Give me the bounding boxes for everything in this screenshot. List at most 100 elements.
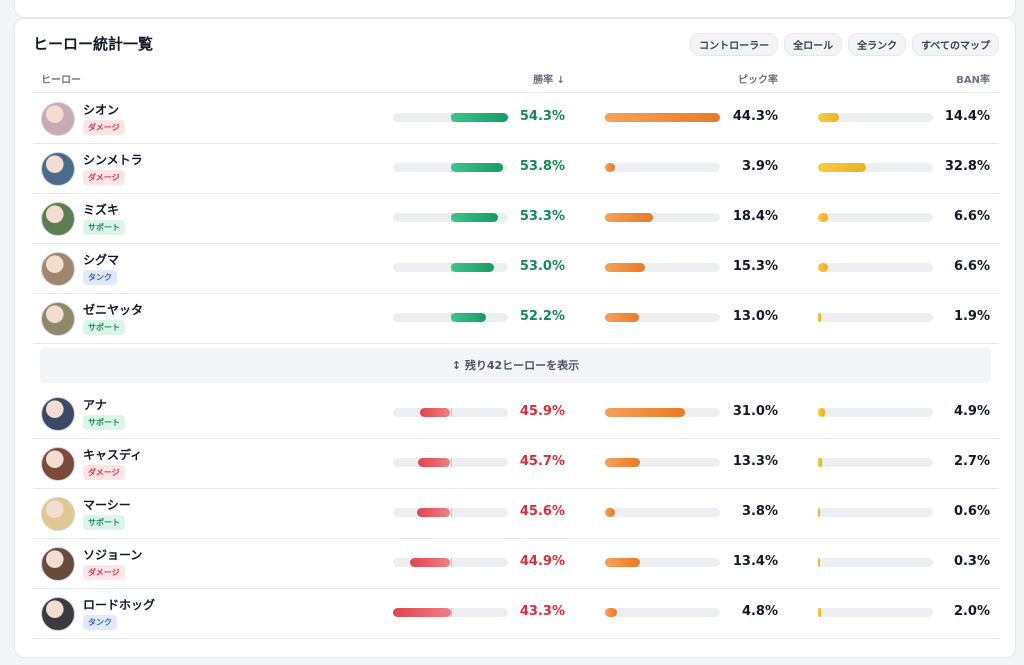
hero-avatar [41, 102, 75, 136]
ban-rate: 0.6% [953, 504, 990, 519]
hero-row[interactable]: ミズキ サポート 53.3% 18.4% 6.6% [33, 193, 999, 244]
win-track [393, 558, 508, 567]
filter-chip[interactable]: 全ランク [848, 33, 907, 56]
pick-bar [605, 113, 720, 122]
hero-row[interactable]: シンメトラ ダメージ 53.8% 3.9% 32.8% [33, 143, 999, 194]
role-tag: サポート [83, 320, 125, 335]
role-tag: タンク [83, 270, 117, 285]
hero-row[interactable]: マーシー サポート 45.6% 3.8% 0.6% [33, 488, 999, 539]
ban-track [818, 213, 933, 222]
pick-bar [605, 408, 686, 417]
pick-bar [605, 458, 640, 467]
center-line [450, 558, 452, 567]
hero-avatar [41, 152, 75, 186]
win-rate: 53.0% [519, 259, 565, 274]
hero-name: ロードホッグ [83, 598, 156, 612]
filter-chip[interactable]: コントローラー [690, 33, 779, 56]
win-rate: 44.9% [519, 554, 565, 569]
win-rate: 52.2% [519, 309, 565, 324]
hero-avatar [41, 252, 75, 286]
previous-card [14, 0, 1016, 18]
ban-bar [818, 608, 821, 617]
role-tag: ダメージ [83, 170, 125, 185]
win-rate: 43.3% [519, 604, 565, 619]
pick-bar [605, 213, 653, 222]
win-rate: 45.9% [519, 404, 565, 419]
pick-bar [605, 263, 645, 272]
pick-rate: 15.3% [732, 259, 778, 274]
pick-rate: 13.0% [732, 309, 778, 324]
pick-bar [605, 608, 618, 617]
ban-track [818, 558, 933, 567]
ban-bar [818, 508, 820, 517]
win-bar [393, 608, 451, 617]
ban-track [818, 263, 933, 272]
ban-rate: 6.6% [953, 259, 990, 274]
pick-rate: 3.8% [741, 504, 778, 519]
hero-row[interactable]: シグマタンク 53.0% 15.3% 6.6% [33, 243, 999, 294]
pick-track [605, 163, 720, 172]
pick-track [605, 313, 720, 322]
ban-bar [818, 113, 840, 122]
ban-bar [818, 163, 867, 172]
center-line [450, 608, 452, 617]
win-track [393, 408, 508, 417]
card-title: ヒーロー統計一覧 [33, 35, 154, 53]
win-track [393, 113, 508, 122]
win-bar [450, 213, 498, 222]
pick-rate: 31.0% [732, 404, 778, 419]
win-track [393, 213, 508, 222]
ban-rate: 0.3% [953, 554, 990, 569]
ban-bar [818, 408, 826, 417]
column-header[interactable]: 勝率 ↓ [533, 75, 565, 86]
ban-bar [818, 458, 822, 467]
pick-rate: 18.4% [732, 209, 778, 224]
hero-row[interactable]: キャスディ ダメージ 45.7% 13.3% 2.7% [33, 438, 999, 489]
filter-bar: コントローラー 全ロール 全ランク すべてのマップ [690, 33, 999, 56]
hero-name: シグマ [83, 253, 120, 267]
pick-bar [605, 508, 615, 517]
expand-button[interactable]: ↕ 残り42ヒーローを表示 [40, 348, 991, 383]
win-bar [417, 508, 451, 517]
hero-name: マーシー [83, 498, 131, 512]
hero-row[interactable]: アナ サポート 45.9% 31.0% 4.9% [33, 388, 999, 439]
column-header[interactable]: BAN率 [956, 75, 990, 86]
ban-track [818, 113, 933, 122]
hero-name: キャスディ [83, 448, 143, 462]
hero-row[interactable]: ソジョーン ダメージ 44.9% 13.4% 0.3% [33, 538, 999, 589]
win-track [393, 313, 508, 322]
hero-name: ミズキ [83, 203, 120, 217]
hero-avatar [41, 447, 75, 481]
win-bar [450, 113, 508, 122]
win-rate: 53.3% [519, 209, 565, 224]
ban-track [818, 458, 933, 467]
ban-track [818, 163, 933, 172]
ban-bar [818, 213, 828, 222]
pick-track [605, 113, 720, 122]
hero-row[interactable]: シオン ダメージ 54.3% 44.3% 14.4% [33, 93, 999, 144]
win-rate: 45.6% [519, 504, 565, 519]
center-line [450, 458, 452, 467]
win-bar [409, 558, 451, 567]
pick-track [605, 608, 720, 617]
ban-rate: 32.8% [944, 159, 990, 174]
pick-rate: 13.4% [732, 554, 778, 569]
role-tag: ダメージ [83, 120, 125, 135]
win-rate: 54.3% [519, 109, 565, 124]
hero-row[interactable]: ゼニヤッタ サポート 52.2% 13.0% 1.9% [33, 293, 999, 344]
ban-rate: 6.6% [953, 209, 990, 224]
column-header[interactable]: ピック率 [738, 75, 778, 86]
filter-chip[interactable]: すべてのマップ [912, 33, 999, 56]
filter-chip[interactable]: 全ロール [784, 33, 843, 56]
column-header: ヒーロー [41, 75, 81, 86]
pick-track [605, 263, 720, 272]
win-track [393, 458, 508, 467]
hero-row[interactable]: ロードホッグ タンク 43.3% 4.8% 2.0% [33, 588, 999, 639]
pick-track [605, 558, 720, 567]
hero-name: ソジョーン [83, 548, 143, 562]
ban-track [818, 408, 933, 417]
ban-track [818, 313, 933, 322]
center-line [450, 508, 452, 517]
divider [33, 92, 999, 93]
